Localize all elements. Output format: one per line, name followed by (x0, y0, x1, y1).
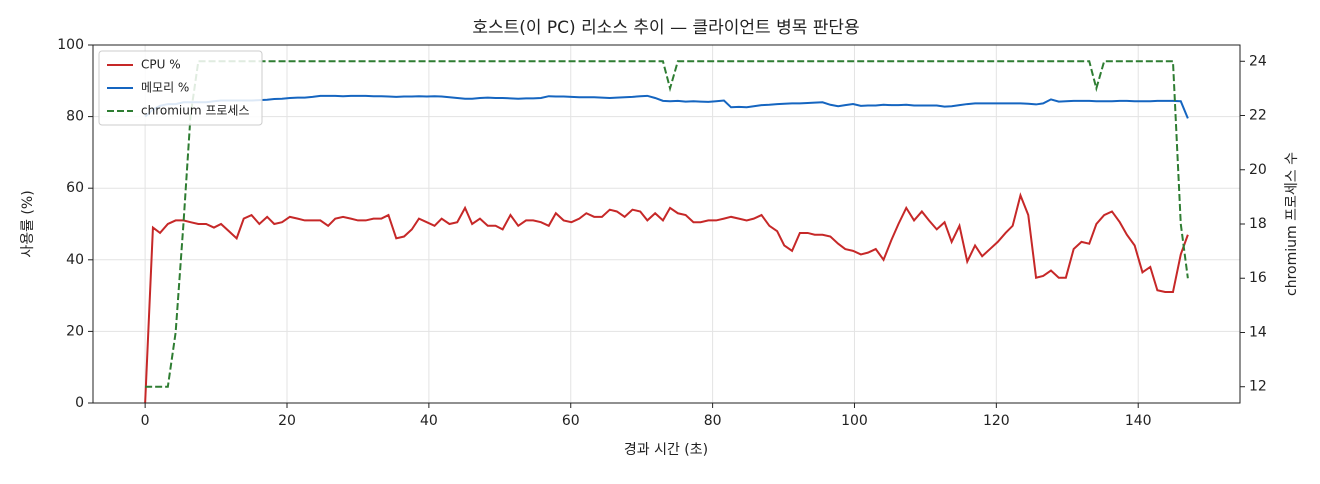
x-tick-label: 140 (1125, 413, 1152, 429)
legend-label: CPU % (141, 58, 181, 72)
plot-frame (92, 44, 1241, 404)
y2-tick-label: 18 (1249, 216, 1267, 232)
y-tick-label: 20 (66, 323, 84, 339)
y2-tick-label: 16 (1249, 270, 1267, 286)
x-tick-label: 60 (562, 413, 580, 429)
series-line (145, 60, 1189, 388)
x-tick-label: 40 (420, 413, 438, 429)
x-tick-label: 100 (841, 413, 868, 429)
chart-title: 호스트(이 PC) 리소스 추이 — 클라이언트 병목 판단용 (472, 18, 859, 38)
legend-box (98, 50, 263, 126)
y-tick-label: 60 (66, 180, 84, 196)
series-line (144, 94, 1189, 119)
y2-tick-label: 12 (1249, 379, 1267, 395)
y-tick-label: 80 (66, 109, 84, 125)
y-tick-label: 40 (66, 252, 84, 268)
y-axis-label: 사용률 (%) (20, 190, 36, 257)
x-tick-label: 0 (141, 413, 150, 429)
y2-axis-label: chromium 프로세스 수 (1284, 152, 1300, 296)
x-tick-label: 20 (278, 413, 296, 429)
x-tick-label: 80 (704, 413, 722, 429)
x-tick-label: 120 (983, 413, 1010, 429)
y2-tick-label: 24 (1249, 53, 1267, 69)
series-line (144, 192, 1189, 404)
y-tick-label: 0 (75, 395, 84, 411)
x-axis-label: 경과 시간 (초) (624, 442, 708, 458)
y2-tick-label: 14 (1249, 324, 1267, 340)
legend-label: 메모리 % (141, 81, 189, 95)
y2-tick-label: 22 (1249, 108, 1267, 124)
legend-label: chromium 프로세스 (141, 104, 250, 118)
y2-tick-label: 20 (1249, 162, 1267, 178)
y-tick-label: 100 (57, 37, 84, 53)
